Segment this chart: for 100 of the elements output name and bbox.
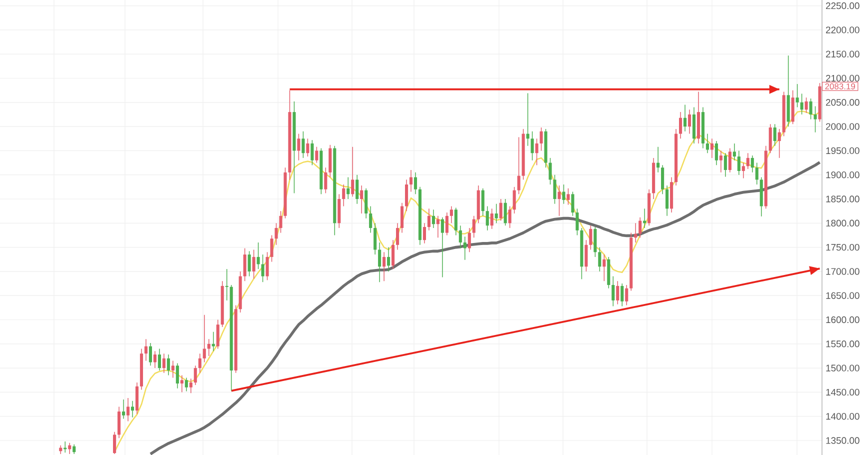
candlestick: [378, 242, 382, 282]
candlestick: [746, 152, 750, 170]
candlestick: [198, 353, 202, 374]
candlestick: [742, 162, 745, 179]
y-tick-label: 1450.00: [826, 388, 860, 396]
candlestick: [184, 377, 188, 392]
y-tick-label: 2150.00: [826, 50, 860, 58]
y-tick-label: 1800.00: [826, 220, 860, 226]
candlestick: [274, 222, 278, 246]
candlestick: [714, 140, 718, 166]
y-tick-label: 1600.00: [826, 316, 860, 324]
candlestick: [732, 143, 736, 161]
candlestick: [450, 206, 453, 224]
y-tick-label: 1750.00: [826, 244, 860, 251]
candlestick: [356, 174, 359, 204]
candlestick: [517, 136, 520, 195]
candlestick: [809, 98, 812, 120]
candlestick: [252, 249, 256, 280]
candlestick: [126, 398, 130, 422]
candlestick: [297, 133, 300, 161]
candlestick: [589, 225, 592, 250]
candlestick: [638, 216, 642, 238]
candlestick: [364, 188, 368, 219]
candlestick: [706, 133, 709, 154]
candlestick: [540, 127, 543, 152]
candlestick: [499, 198, 502, 222]
y-tick-label: 2200.00: [826, 26, 860, 34]
candlestick: [346, 176, 350, 200]
y-tick-label: 1350.00: [826, 437, 860, 444]
candlestick: [153, 350, 156, 368]
candlestick: [724, 152, 727, 178]
candlestick: [166, 354, 170, 376]
candlestick: [392, 240, 395, 270]
candlestick: [118, 406, 121, 438]
candlestick: [306, 138, 310, 157]
candlestick: [594, 226, 597, 258]
candlestick: [387, 246, 390, 272]
candlestick: [310, 140, 314, 166]
candlestick: [180, 374, 184, 393]
candlestick: [566, 188, 570, 206]
candlestick: [526, 92, 530, 146]
candlestick: [216, 319, 220, 350]
y-tick-label: 2000.00: [826, 123, 860, 130]
candlestick: [315, 146, 318, 164]
candlestick: [494, 203, 498, 224]
candlestick: [558, 185, 561, 216]
candlestick: [612, 276, 615, 307]
candlestick: [773, 124, 776, 146]
y-tick-label: 1700.00: [826, 268, 860, 275]
candlestick: [661, 164, 664, 195]
candlestick: [225, 268, 228, 301]
candlestick: [678, 112, 682, 139]
candlestick: [409, 170, 413, 192]
candlestick: [422, 222, 426, 244]
candlestick: [683, 104, 687, 132]
candlestick: [351, 146, 354, 197]
candlestick: [553, 174, 556, 204]
candlestick: [755, 162, 758, 185]
candlestick: [814, 106, 817, 133]
candlestick: [504, 198, 507, 226]
candlestick: [113, 431, 116, 454]
candlestick: [72, 444, 76, 454]
candlestick: [584, 240, 588, 272]
candlestick: [266, 252, 269, 281]
y-tick-label: 1950.00: [826, 147, 860, 154]
candlestick: [512, 186, 516, 214]
candlestick: [481, 188, 484, 216]
text: 2083.19: [825, 83, 856, 90]
candlestick: [719, 150, 722, 173]
y-tick-label: 1550.00: [826, 340, 860, 348]
candlestick: [374, 222, 377, 255]
candlestick: [261, 254, 264, 282]
candlestick: [382, 252, 386, 282]
candlestick: [194, 365, 197, 386]
candlestick: [404, 179, 408, 212]
candlestick: [148, 342, 152, 366]
candlestick: [571, 191, 574, 216]
candlestick: [158, 348, 161, 371]
candlestick: [737, 150, 740, 176]
candlestick: [207, 338, 210, 356]
candlestick: [800, 93, 804, 115]
candlestick: [360, 185, 364, 214]
candlestick: [130, 400, 134, 418]
candlestick: [212, 331, 215, 352]
candlestick: [688, 109, 692, 134]
candlestick: [256, 242, 260, 270]
candlestick: [750, 155, 754, 173]
y-tick-label: 1500.00: [826, 364, 860, 372]
candlestick: [458, 225, 462, 249]
candlestick: [176, 362, 179, 389]
candlestick: [486, 206, 489, 231]
candlestick: [440, 216, 444, 278]
candlestick: [666, 185, 669, 216]
candlestick: [445, 212, 448, 236]
candlestick: [454, 207, 458, 236]
candlestick: [248, 250, 251, 277]
candlestick: [778, 128, 781, 158]
candlestick: [279, 210, 282, 234]
candlestick: [472, 216, 476, 238]
candlestick: [796, 84, 799, 108]
